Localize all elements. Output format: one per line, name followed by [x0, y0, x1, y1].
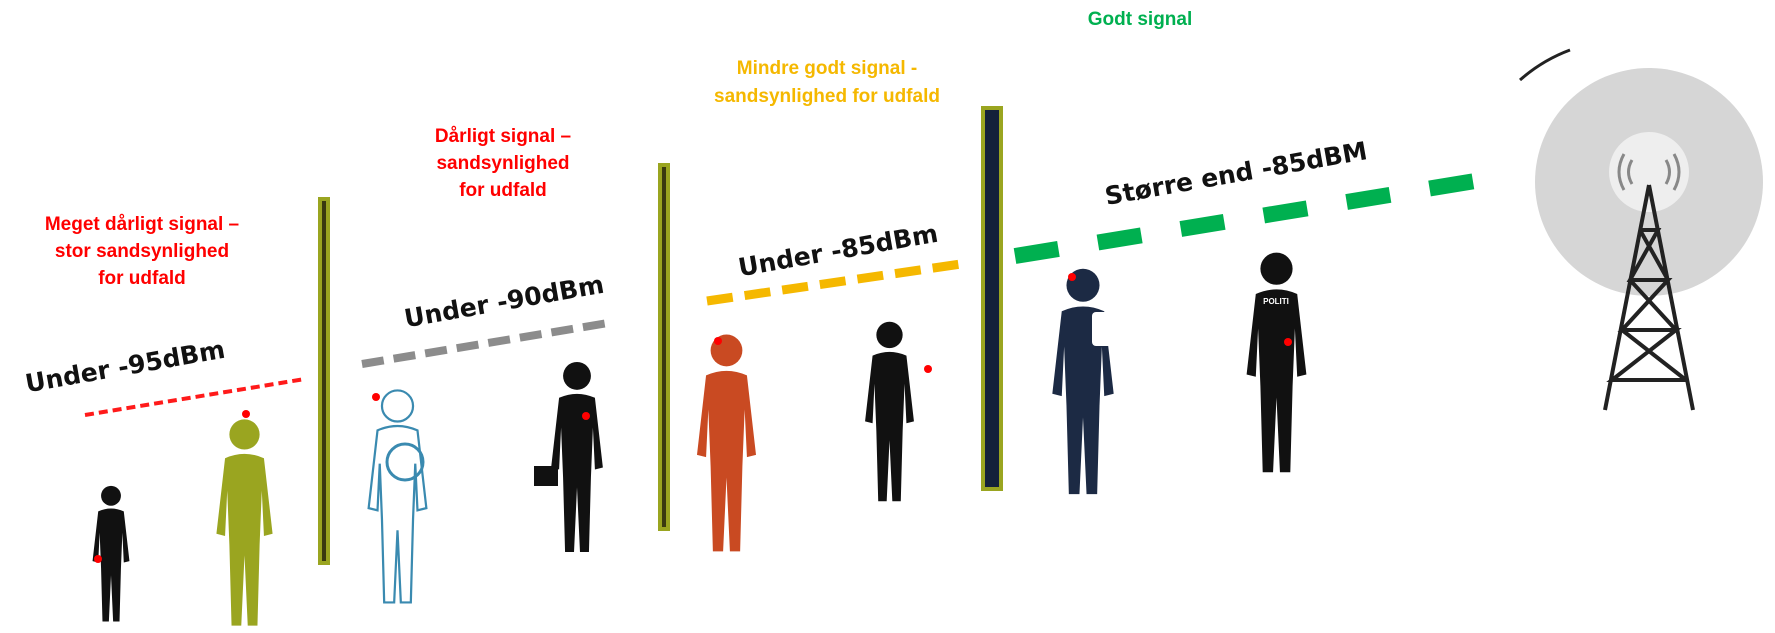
- police: [1247, 253, 1307, 473]
- radio-dots: [94, 273, 1292, 563]
- dot: [924, 365, 932, 373]
- briefcase: [534, 466, 558, 486]
- zone-level: Under -95dBm: [23, 335, 227, 399]
- vest-text: POLITI: [1263, 297, 1289, 306]
- zone-description: sandsynlighed for udfald: [714, 86, 940, 107]
- zone-description: Dårligt signal –: [435, 126, 571, 147]
- zone-description: for udfald: [98, 268, 186, 289]
- signal-infographic: Meget dårligt signal – stor sandsynlighe…: [0, 0, 1775, 633]
- rescuer: [697, 335, 756, 552]
- dash-green: [1015, 176, 1506, 256]
- dot: [582, 412, 590, 420]
- arc: [1520, 50, 1570, 80]
- signal-inner: [1609, 132, 1689, 212]
- tower: [1520, 50, 1763, 410]
- zone-description: sandsynlighed: [436, 153, 569, 174]
- zone-level: Under -90dBm: [402, 270, 606, 334]
- officer: [1052, 269, 1113, 494]
- divider-core: [662, 167, 666, 527]
- firefighter: [865, 322, 914, 502]
- dot: [1068, 273, 1076, 281]
- medic: [369, 390, 427, 602]
- dot: [94, 555, 102, 563]
- divider-core: [985, 110, 999, 487]
- soldier-kneeling: [93, 486, 130, 622]
- dash-gray: [362, 322, 614, 364]
- zone-level: Større end -85dBM: [1103, 136, 1370, 211]
- zone-description: Meget dårligt signal –: [45, 214, 239, 235]
- divider-core: [322, 201, 326, 561]
- dot: [1284, 338, 1292, 346]
- dot: [714, 337, 722, 345]
- soldier-camo: [216, 419, 272, 625]
- page: {"zones": [ {"description": ["Meget dårl…: [0, 0, 1775, 633]
- dot: [372, 393, 380, 401]
- zone-description: stor sandsynlighed: [55, 241, 229, 262]
- dash-red: [85, 379, 305, 415]
- zone-description: Godt signal: [1088, 9, 1193, 30]
- walker: [551, 362, 603, 552]
- zone-description: for udfald: [459, 180, 547, 201]
- zone-description: Mindre godt signal -: [737, 58, 918, 79]
- officer-badge: [1092, 312, 1112, 346]
- dot: [242, 410, 250, 418]
